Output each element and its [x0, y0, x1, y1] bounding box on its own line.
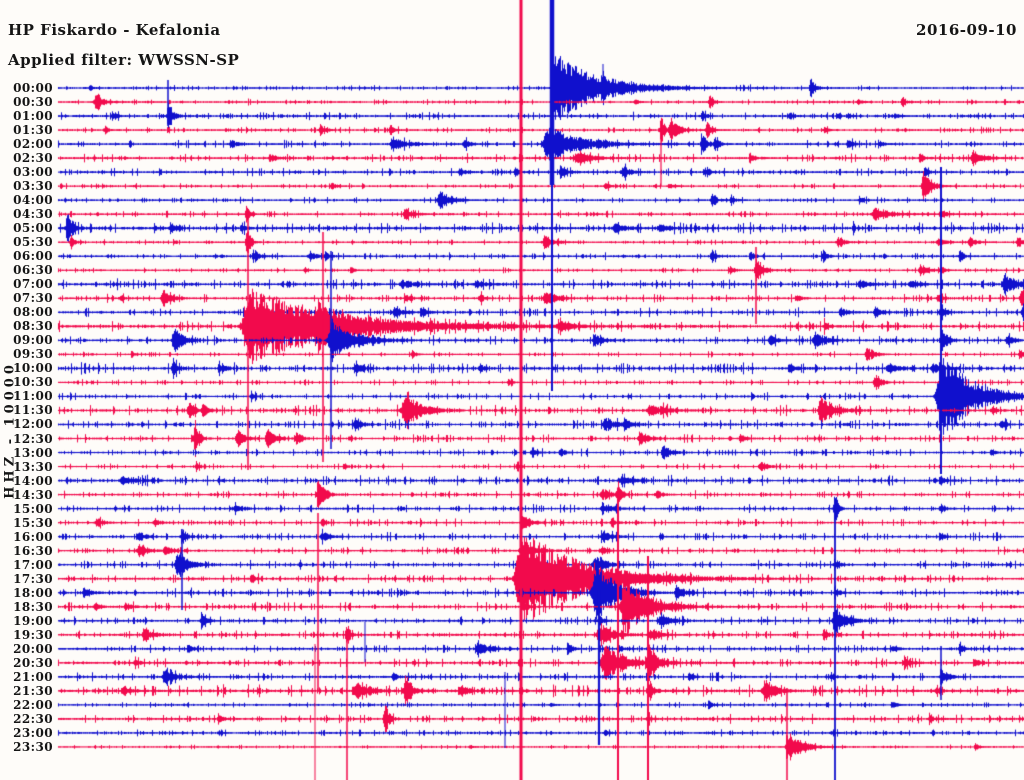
time-label: 05:30	[13, 235, 53, 250]
time-label: 09:00	[13, 333, 53, 348]
time-label: 19:30	[13, 627, 53, 642]
time-label: 04:30	[13, 207, 53, 222]
time-label: 10:00	[13, 361, 53, 376]
time-label: 18:00	[13, 585, 53, 600]
time-label: 00:00	[13, 81, 53, 95]
time-label: 23:30	[13, 739, 53, 754]
time-label: 05:00	[13, 221, 53, 236]
applied-filter-label: Applied filter: WWSSN-SP	[8, 51, 240, 69]
time-label: 02:30	[13, 151, 53, 166]
time-label: 15:00	[13, 501, 53, 516]
time-label: 12:00	[13, 417, 53, 432]
time-label: 21:00	[13, 669, 53, 684]
date-label: 2016-09-10	[916, 21, 1017, 39]
time-label: 06:00	[13, 249, 53, 264]
time-label: 11:00	[13, 389, 53, 404]
time-label: 07:00	[13, 277, 53, 292]
time-label: 16:30	[13, 543, 53, 558]
time-label: 12:30	[13, 431, 53, 446]
time-label: 20:30	[13, 655, 53, 670]
time-label: 16:00	[13, 529, 53, 544]
time-label: 08:00	[13, 305, 53, 320]
time-label: 17:00	[13, 557, 53, 572]
time-label: 22:00	[13, 697, 53, 712]
time-label: 13:00	[13, 445, 53, 460]
time-label: 18:30	[13, 599, 53, 614]
time-label: 23:00	[13, 725, 53, 740]
time-label: 19:00	[13, 613, 53, 628]
time-label: 10:30	[13, 375, 53, 390]
time-label: 03:00	[13, 165, 53, 180]
time-label: 22:30	[13, 711, 53, 726]
time-label: 01:00	[13, 109, 53, 124]
time-label: 09:30	[13, 347, 53, 362]
time-label: 01:30	[13, 123, 53, 138]
time-label: 03:30	[13, 179, 53, 194]
time-label: 14:00	[13, 473, 53, 488]
time-label: 06:30	[13, 263, 53, 278]
time-label: 08:30	[13, 319, 53, 334]
time-label: 14:30	[13, 487, 53, 502]
time-label: 07:30	[13, 291, 53, 306]
time-label: 00:30	[13, 95, 53, 110]
time-label: 11:30	[13, 403, 53, 418]
time-label: 21:30	[13, 683, 53, 698]
time-label: 13:30	[13, 459, 53, 474]
time-label: 04:00	[13, 193, 53, 208]
time-label: 17:30	[13, 571, 53, 586]
time-label: 02:00	[13, 137, 53, 152]
time-label: 15:30	[13, 515, 53, 530]
station-title: HP Fiskardo - Kefalonia	[8, 21, 221, 39]
time-label: 20:00	[13, 641, 53, 656]
